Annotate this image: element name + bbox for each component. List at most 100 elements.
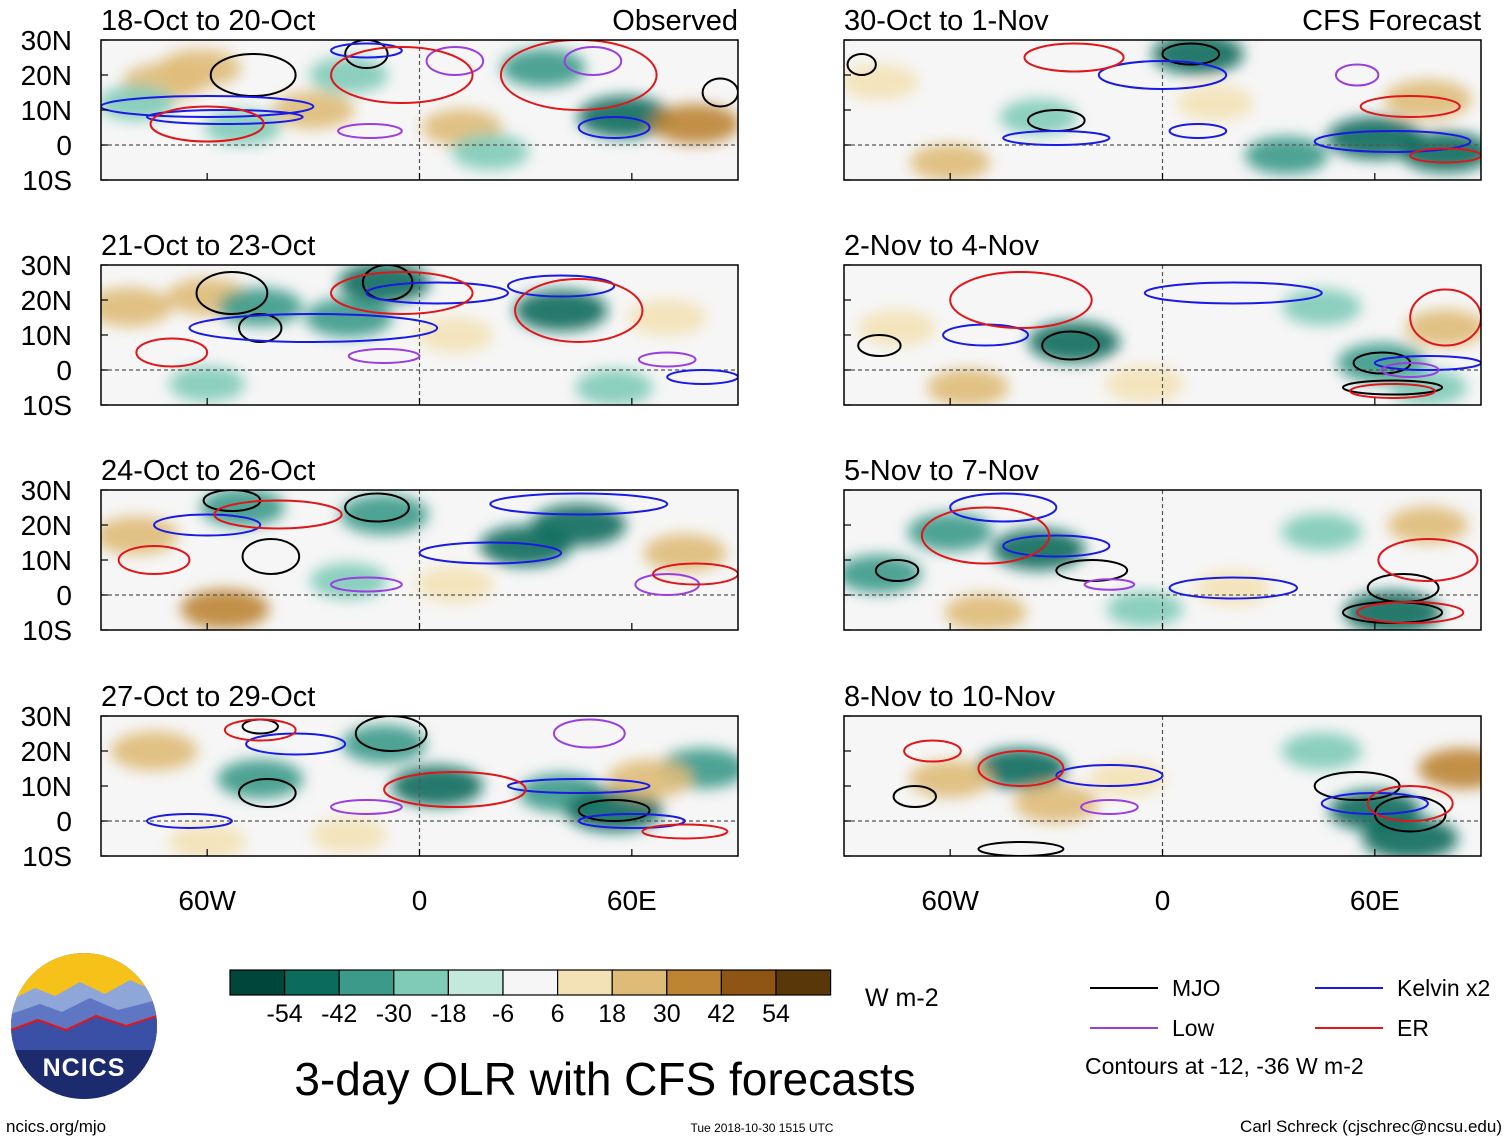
- contour-er: [1359, 95, 1461, 118]
- contour-er: [949, 271, 1093, 329]
- colorbar-swatch: [666, 969, 722, 996]
- contour-kelvin: [1002, 534, 1111, 558]
- column-label: CFS Forecast: [1302, 5, 1481, 37]
- contour-low: [330, 799, 403, 815]
- olr-anomaly: [1195, 570, 1272, 606]
- olr-anomaly: [844, 554, 922, 594]
- contour-kelvin: [330, 42, 403, 59]
- olr-anomaly: [627, 299, 707, 336]
- colorbar-tick-label: -42: [321, 1000, 357, 1028]
- legend-label-1: Kelvin x2: [1397, 975, 1490, 1001]
- latitude-tick-label: 30N: [21, 250, 72, 281]
- contour-mjo: [238, 313, 283, 343]
- contour-low: [337, 123, 403, 139]
- contour-mjo: [846, 53, 877, 76]
- olr-anomaly: [101, 516, 179, 555]
- panel-0-3: 27-Oct to 29-Oct 30N 20N 10N 0 10S: [21, 681, 739, 872]
- olr-anomaly: [531, 503, 626, 547]
- panel-period-label: 8-Nov to 10-Nov: [844, 681, 1056, 713]
- contour-kelvin: [577, 116, 651, 139]
- contour-kelvin: [949, 492, 1058, 523]
- olr-anomaly: [514, 289, 608, 332]
- contour-low: [1380, 362, 1440, 378]
- olr-anomaly: [1337, 342, 1427, 384]
- contour-kelvin: [245, 732, 347, 756]
- contour-mjo: [241, 538, 301, 575]
- olr-anomaly: [309, 56, 389, 94]
- latitude-tick-label: 10S: [22, 165, 72, 196]
- contour-low: [1083, 578, 1136, 591]
- olr-anomaly: [651, 103, 738, 145]
- contour-kelvin: [1143, 281, 1323, 305]
- latitude-tick-label: 10S: [22, 841, 72, 872]
- contour-mjo: [209, 53, 297, 97]
- olr-anomaly: [1362, 817, 1459, 856]
- contour-mjo: [195, 271, 269, 315]
- contour-kelvin: [365, 281, 509, 305]
- olr-anomaly: [1387, 506, 1469, 544]
- olr-anomaly: [1177, 85, 1254, 121]
- contour-er: [903, 739, 962, 763]
- contour-er: [223, 718, 297, 742]
- olr-anomaly: [944, 593, 1027, 630]
- contour-mjo: [857, 334, 902, 357]
- contour-kelvin: [188, 313, 439, 343]
- longitude-tick-label: 60E: [607, 885, 657, 916]
- panel-period-label: 18-Oct to 20-Oct: [101, 5, 315, 37]
- olr-anomaly: [310, 817, 387, 853]
- panel-1-2: 5-Nov to 7-Nov30N20N10N010S: [843, 455, 1482, 631]
- contour-kelvin: [1097, 60, 1228, 90]
- contour-kelvin: [146, 813, 233, 829]
- contour-kelvin: [1002, 130, 1111, 146]
- olr-anomaly: [339, 494, 429, 535]
- contour-er: [499, 40, 658, 111]
- latitude-tick-label: 20N: [21, 510, 72, 541]
- contour-er: [1023, 42, 1125, 73]
- olr-anomaly: [304, 297, 393, 338]
- contour-mjo: [354, 716, 428, 752]
- contour-low: [637, 351, 697, 368]
- latitude-tick-label: 10S: [22, 615, 72, 646]
- contour-mjo: [892, 785, 938, 808]
- latitude-tick-label: 0: [56, 130, 72, 161]
- contour-er: [641, 823, 729, 840]
- olr-anomaly: [159, 49, 242, 87]
- contour-kelvin: [1373, 355, 1481, 371]
- olr-anomaly: [1418, 748, 1481, 789]
- olr-anomaly: [607, 759, 692, 799]
- colorbar-tick-label: 18: [598, 1000, 626, 1028]
- panel-0-2: 24-Oct to 26-Oct 30N 20N 10N 0 10S: [21, 455, 739, 646]
- contour-er: [1366, 785, 1454, 822]
- contour-kelvin: [1168, 123, 1228, 139]
- contour-kelvin: [489, 492, 669, 516]
- latitude-tick-label: 0: [56, 806, 72, 837]
- footer-website: ncics.org/mjo: [6, 1117, 106, 1136]
- colorbar-tick-label: 42: [707, 1000, 735, 1028]
- colorbar-tick-label: 6: [551, 1000, 565, 1028]
- panel-period-label: 2-Nov to 4-Nov: [844, 230, 1040, 262]
- olr-anomaly: [110, 731, 198, 771]
- longitude-tick-label: 60E: [1350, 885, 1400, 916]
- olr-anomaly: [169, 366, 246, 402]
- olr-anomaly: [643, 533, 727, 573]
- contour-er: [330, 46, 474, 104]
- contour-er: [1349, 383, 1436, 399]
- latitude-tick-label: 10N: [21, 320, 72, 351]
- olr-anomaly: [575, 369, 653, 405]
- olr-anomaly: [1281, 513, 1362, 551]
- olr-anomaly: [858, 309, 936, 347]
- olr-anomaly: [217, 287, 303, 327]
- olr-anomaly: [1326, 116, 1423, 160]
- colorbar-tick-label: 54: [762, 1000, 790, 1028]
- contour-kelvin: [1055, 764, 1164, 787]
- colorbar-swatch: [611, 969, 668, 996]
- olr-anomaly: [909, 143, 991, 180]
- olr-anomaly: [1088, 761, 1166, 797]
- latitude-tick-label: 20N: [21, 60, 72, 91]
- contour-er: [135, 337, 209, 368]
- latitude-tick-label: 20N: [21, 285, 72, 316]
- contour-low: [563, 46, 623, 76]
- panel-0-1: 21-Oct to 23-Oct 30N 20N 10N 0 10S: [21, 230, 739, 421]
- contour-low: [1080, 799, 1139, 815]
- latitude-tick-label: 30N: [21, 701, 72, 732]
